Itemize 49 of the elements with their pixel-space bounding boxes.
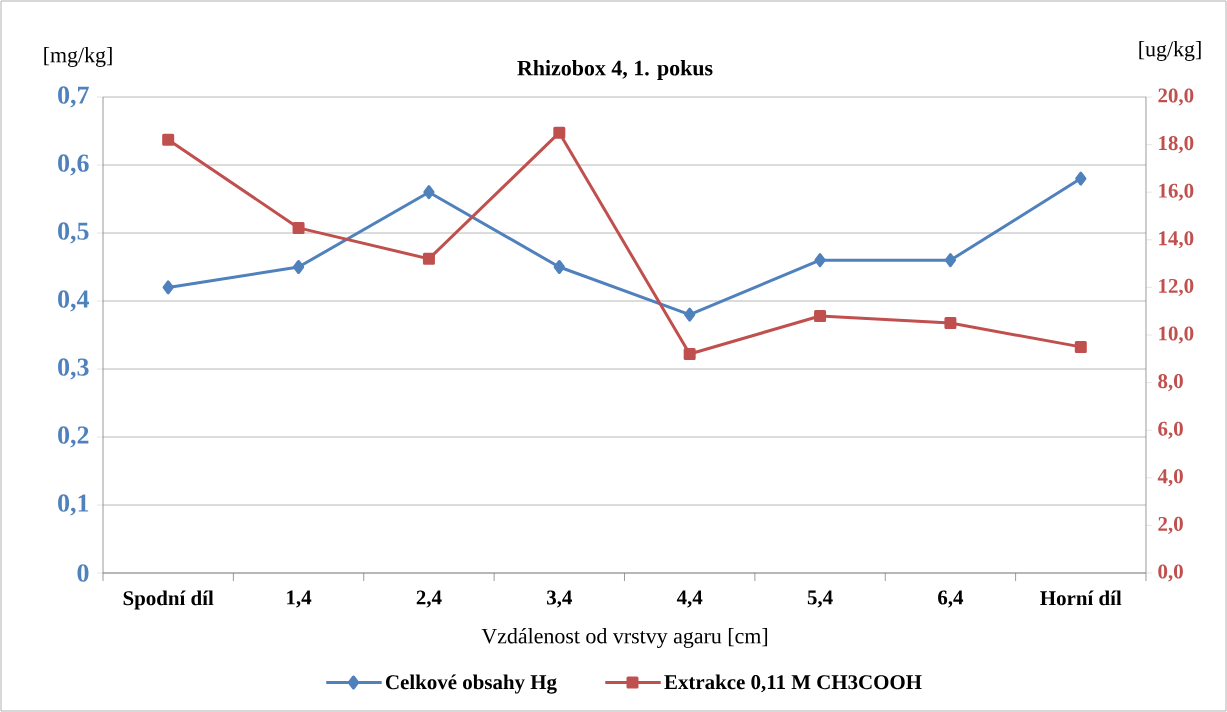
y2-tick-label: 18,0 bbox=[1159, 136, 1194, 154]
x-tick-label: 5,4 bbox=[807, 590, 833, 608]
point bbox=[944, 317, 957, 330]
y-tick-label: 0,7 bbox=[58, 86, 89, 108]
point bbox=[553, 126, 566, 139]
y2-tick-label: 12,0 bbox=[1159, 278, 1194, 296]
point bbox=[1074, 340, 1087, 353]
y-axis-title: [mg/kg] bbox=[44, 47, 112, 67]
y-tick-label: 0,1 bbox=[58, 494, 89, 516]
y2-tick-label: 0,0 bbox=[1158, 564, 1183, 582]
y2-tick-label: 20,0 bbox=[1158, 88, 1194, 106]
y-tick-label: 0,2 bbox=[58, 426, 89, 448]
y-tick-label: 0 bbox=[77, 564, 89, 582]
x-tick-label: 4,4 bbox=[676, 590, 703, 608]
point bbox=[814, 253, 826, 268]
point bbox=[162, 280, 174, 295]
y-tick-label: 0,5 bbox=[58, 222, 89, 244]
point bbox=[553, 260, 565, 274]
x-tick-label: 2,4 bbox=[416, 590, 442, 608]
point bbox=[683, 348, 696, 361]
y2-tick-label: 8,0 bbox=[1158, 374, 1183, 392]
x-axis-title: Vzdálenost od vrstvy agaru [cm] bbox=[481, 628, 768, 648]
y2-tick-label: 2,0 bbox=[1158, 516, 1183, 534]
y2-tick-label: 4,0 bbox=[1157, 469, 1183, 487]
point bbox=[684, 307, 696, 322]
x-tick-label: Horní díl bbox=[1040, 590, 1122, 606]
point bbox=[423, 185, 435, 200]
chart-title: Rhizobox 4, 1. pokus bbox=[517, 60, 713, 80]
legend-label: Celkové obsahy Hg bbox=[385, 674, 557, 694]
legend-label: Extrakce 0,11 M CH3COOH bbox=[664, 674, 922, 693]
y2-tick-label: 6,0 bbox=[1158, 421, 1183, 439]
y-tick-label: 0,4 bbox=[58, 290, 89, 312]
point bbox=[422, 252, 435, 265]
y-tick-label: 0,6 bbox=[58, 154, 89, 176]
x-tick-label: Spodní díl bbox=[123, 590, 214, 610]
point bbox=[162, 133, 175, 146]
x-tick-label: 6,4 bbox=[938, 590, 964, 608]
point bbox=[292, 260, 305, 274]
y2-tick-label: 16,0 bbox=[1159, 183, 1194, 201]
y2-axis-title: [ug/kg] bbox=[1139, 41, 1201, 61]
point bbox=[814, 309, 827, 322]
y-tick-label: 0,3 bbox=[58, 358, 89, 380]
point bbox=[292, 221, 305, 234]
x-tick-label: 3,4 bbox=[547, 590, 572, 608]
point bbox=[944, 253, 957, 268]
x-tick-label: 1,4 bbox=[287, 590, 312, 608]
y2-tick-label: 10,0 bbox=[1159, 326, 1194, 344]
y2-tick-label: 14,0 bbox=[1159, 231, 1194, 249]
point bbox=[1075, 171, 1087, 186]
